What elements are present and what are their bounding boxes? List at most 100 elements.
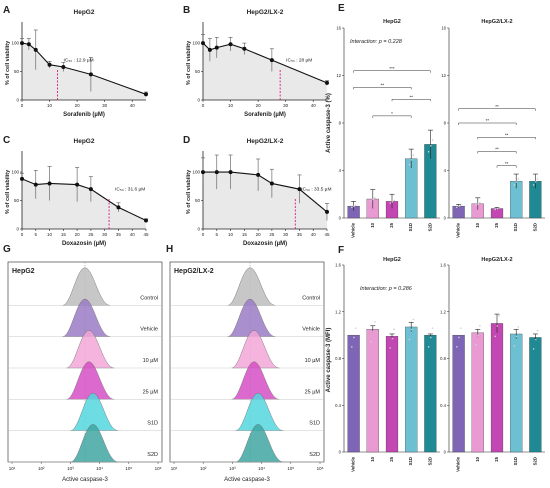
replicate-dot-e-hepg2lx2 bbox=[517, 178, 520, 180]
series-label-g: S1D bbox=[147, 421, 158, 427]
series-label-h: S2D bbox=[309, 452, 320, 458]
replicate-dot-e-hepg2lx2 bbox=[536, 178, 539, 180]
replicate-dot-f-hepg2lx2 bbox=[498, 314, 500, 317]
sig-bracket-e-hepg2lx2-label: ** bbox=[505, 161, 509, 166]
data-point-c bbox=[75, 182, 80, 187]
sig-bracket-e-hepg2-label: *** bbox=[389, 66, 395, 71]
replicate-dot-f-hepg2lx2 bbox=[458, 336, 460, 339]
x-tick-label-d: 35 bbox=[297, 232, 303, 237]
series-label-g: S2D bbox=[147, 452, 158, 458]
replicate-dot-e-hepg2lx2 bbox=[477, 203, 479, 205]
y-tick-label-d: 50 bbox=[195, 198, 201, 203]
bar-f-hepg2 bbox=[405, 326, 418, 453]
bar-e-hepg2lx2 bbox=[490, 208, 504, 219]
bar-f-hepg2lx2 bbox=[452, 334, 465, 453]
data-point-b bbox=[207, 47, 212, 52]
y-tick-label-f-hepg2: 0 bbox=[339, 450, 342, 455]
data-point-a bbox=[26, 42, 31, 47]
replicate-dot-f-hepg2 bbox=[429, 336, 432, 339]
x-tick-label-d: 45 bbox=[324, 232, 330, 237]
replicate-dot-f-hepg2lx2 bbox=[456, 346, 458, 348]
y-tick-label-e-hepg2lx2: 16 bbox=[441, 26, 446, 31]
y-tick-label-b: 100 bbox=[192, 41, 200, 46]
replicate-dot-f-hepg2 bbox=[351, 346, 353, 348]
replicate-dot-e-hepg2 bbox=[410, 159, 413, 161]
data-point-c bbox=[88, 187, 93, 192]
sig-bracket-e-hepg2lx2-label: ** bbox=[495, 104, 499, 109]
replicate-dot-e-hepg2 bbox=[389, 202, 392, 204]
data-point-b bbox=[201, 41, 205, 46]
x-tick-label-g: 10⁴ bbox=[96, 466, 103, 471]
x-tick-label-a: 10 bbox=[47, 103, 53, 108]
bar-f-hepg2 bbox=[424, 334, 437, 453]
category-label-e-hepg2: 25 bbox=[389, 222, 394, 227]
x-tick-label-b: 10 bbox=[228, 103, 234, 108]
curve-area-b bbox=[203, 43, 327, 100]
replicate-dot-e-hepg2 bbox=[353, 205, 355, 208]
replicate-dot-f-hepg2lx2 bbox=[532, 348, 535, 350]
replicate-dot-e-hepg2 bbox=[372, 198, 374, 201]
category-label-e-hepg2: S1D bbox=[408, 223, 413, 231]
data-point-b bbox=[214, 45, 219, 50]
y-tick-label-e-hepg2lx2: 8 bbox=[444, 121, 447, 126]
x-tick-label-d: 10 bbox=[228, 232, 234, 237]
y-tick-label-d: 100 bbox=[192, 170, 200, 175]
sig-bracket-e-hepg2lx2 bbox=[458, 122, 517, 125]
x-axis-label-g: Active caspase-3 bbox=[62, 477, 108, 483]
data-point-a bbox=[88, 72, 93, 77]
panel-letter-d: D bbox=[183, 135, 190, 146]
x-tick-label-c: 35 bbox=[116, 232, 122, 237]
series-label-h: Control bbox=[302, 295, 320, 301]
bar-f-hepg2 bbox=[385, 336, 399, 453]
data-point-d bbox=[269, 181, 274, 186]
replicate-dot-f-hepg2 bbox=[391, 337, 394, 340]
x-tick-label-b: 40 bbox=[311, 103, 317, 108]
category-label-f-hepg2lx2: 25 bbox=[494, 456, 499, 461]
curve-area-c bbox=[22, 178, 146, 229]
x-tick-label-h: 10¹ bbox=[171, 466, 178, 471]
category-label-f-hepg2: 10 bbox=[370, 456, 375, 461]
y-tick-label-f-hepg2lx2: 0.8 bbox=[440, 356, 446, 361]
panel-letter-b: B bbox=[183, 5, 190, 16]
panel-letter-c: C bbox=[3, 135, 10, 146]
category-label-f-hepg2: 25 bbox=[389, 456, 394, 461]
x-tick-label-a: 0 bbox=[21, 103, 24, 108]
x-axis-label-a: Sorafenib (µM) bbox=[63, 112, 105, 118]
replicate-dot-e-hepg2lx2 bbox=[515, 181, 518, 183]
y-tick-label-b: 0 bbox=[197, 98, 200, 103]
replicate-dot-f-hepg2 bbox=[372, 330, 374, 333]
series-label-h: Vehicle bbox=[302, 327, 320, 333]
data-point-c bbox=[47, 181, 52, 186]
x-tick-label-c: 20 bbox=[75, 232, 81, 237]
replicate-dot-e-hepg2 bbox=[431, 139, 434, 141]
replicate-dot-f-hepg2 bbox=[410, 328, 413, 331]
x-axis-label-b: Sorafenib (µM) bbox=[244, 112, 286, 118]
replicate-dot-e-hepg2lx2 bbox=[496, 207, 499, 210]
category-label-e-hepg2: 10 bbox=[370, 222, 375, 227]
x-tick-label-h: 10⁴ bbox=[258, 466, 265, 471]
data-point-c bbox=[144, 218, 148, 223]
replicate-dot-f-hepg2 bbox=[389, 347, 392, 349]
category-label-e-hepg2: Vehicle bbox=[351, 222, 356, 237]
y-tick-label-f-hepg2: 0.8 bbox=[335, 356, 341, 361]
panel-title-h: HepG2/LX-2 bbox=[174, 268, 214, 275]
x-tick-label-d: 30 bbox=[283, 232, 289, 237]
x-tick-label-g: 10⁶ bbox=[155, 466, 162, 471]
data-point-b bbox=[269, 58, 274, 63]
replicate-dot-e-hepg2 bbox=[370, 200, 372, 202]
panel-title-a: HepG2 bbox=[74, 9, 95, 16]
sig-bracket-e-hepg2lx2 bbox=[477, 151, 517, 154]
category-label-e-hepg2lx2: S2D bbox=[532, 223, 537, 231]
category-label-e-hepg2lx2: 10 bbox=[475, 222, 480, 227]
panel-title-f-hepg2lx2: HepG2/LX-2 bbox=[481, 257, 512, 263]
replicate-dot-f-hepg2lx2 bbox=[477, 334, 479, 336]
replicate-dot-e-hepg2 bbox=[429, 145, 432, 147]
data-point-d bbox=[228, 170, 233, 175]
y-tick-label-e-hepg2: 8 bbox=[339, 121, 342, 126]
sig-bracket-e-hepg2lx2 bbox=[496, 165, 517, 168]
replicate-dot-e-hepg2lx2 bbox=[513, 184, 516, 186]
data-point-d bbox=[325, 209, 329, 214]
x-tick-label-d: 5 bbox=[216, 232, 219, 237]
replicate-dot-f-hepg2lx2 bbox=[513, 344, 516, 347]
category-label-f-hepg2: Vehicle bbox=[351, 456, 356, 471]
